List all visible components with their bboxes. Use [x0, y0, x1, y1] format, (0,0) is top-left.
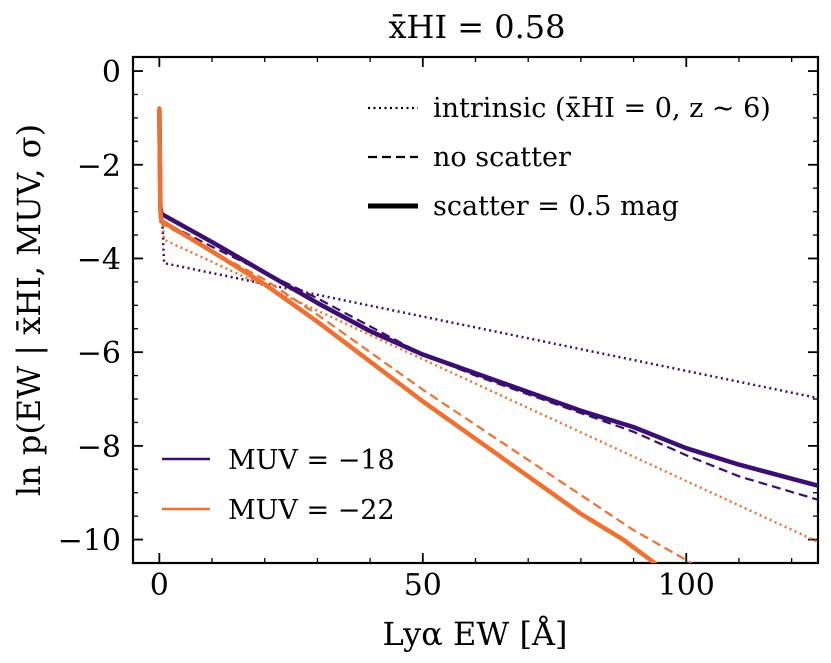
y-tick-label: 0: [102, 55, 121, 90]
y-tick-label: −4: [77, 242, 121, 277]
series-line-0: [158, 215, 818, 400]
x-tick-label: 100: [658, 568, 715, 603]
legend-scatter-label: scatter = 0.5 mag: [433, 191, 679, 222]
axis-tick-labels: 0 50 100 0 −2 −4 −6 −8 −10: [58, 55, 715, 603]
legend-no-scatter-label: no scatter: [433, 142, 571, 173]
y-tick-label: −8: [77, 430, 121, 465]
series-line-5: [157, 106, 657, 563]
x-axis-label: Lyα EW [Å]: [382, 615, 567, 653]
x-tick-label: 50: [404, 568, 442, 603]
y-tick-label: −10: [58, 524, 121, 559]
axis-ticks: [133, 57, 818, 564]
legend-intrinsic-label: intrinsic (x̄HI = 0, z ∼ 6): [433, 93, 771, 124]
style-legend: intrinsic (x̄HI = 0, z ∼ 6) no scatter s…: [368, 93, 771, 222]
y-tick-label: −6: [77, 336, 121, 371]
y-tick-label: −2: [77, 149, 121, 184]
series-group: [157, 106, 818, 563]
plot-area-frame: [131, 55, 820, 565]
y-axis-label: ln p(EW | x̄HI, MUV, σ): [10, 124, 48, 496]
legend-muv18-label: MUV = −18: [228, 445, 395, 476]
series-line-4: [157, 108, 818, 488]
chart-title: x̄HI = 0.58: [389, 8, 566, 46]
x-tick-label: 0: [150, 568, 169, 603]
legend-muv22-label: MUV = −22: [228, 495, 395, 526]
color-legend: MUV = −18 MUV = −22: [162, 445, 395, 526]
series-line-2: [158, 117, 818, 501]
